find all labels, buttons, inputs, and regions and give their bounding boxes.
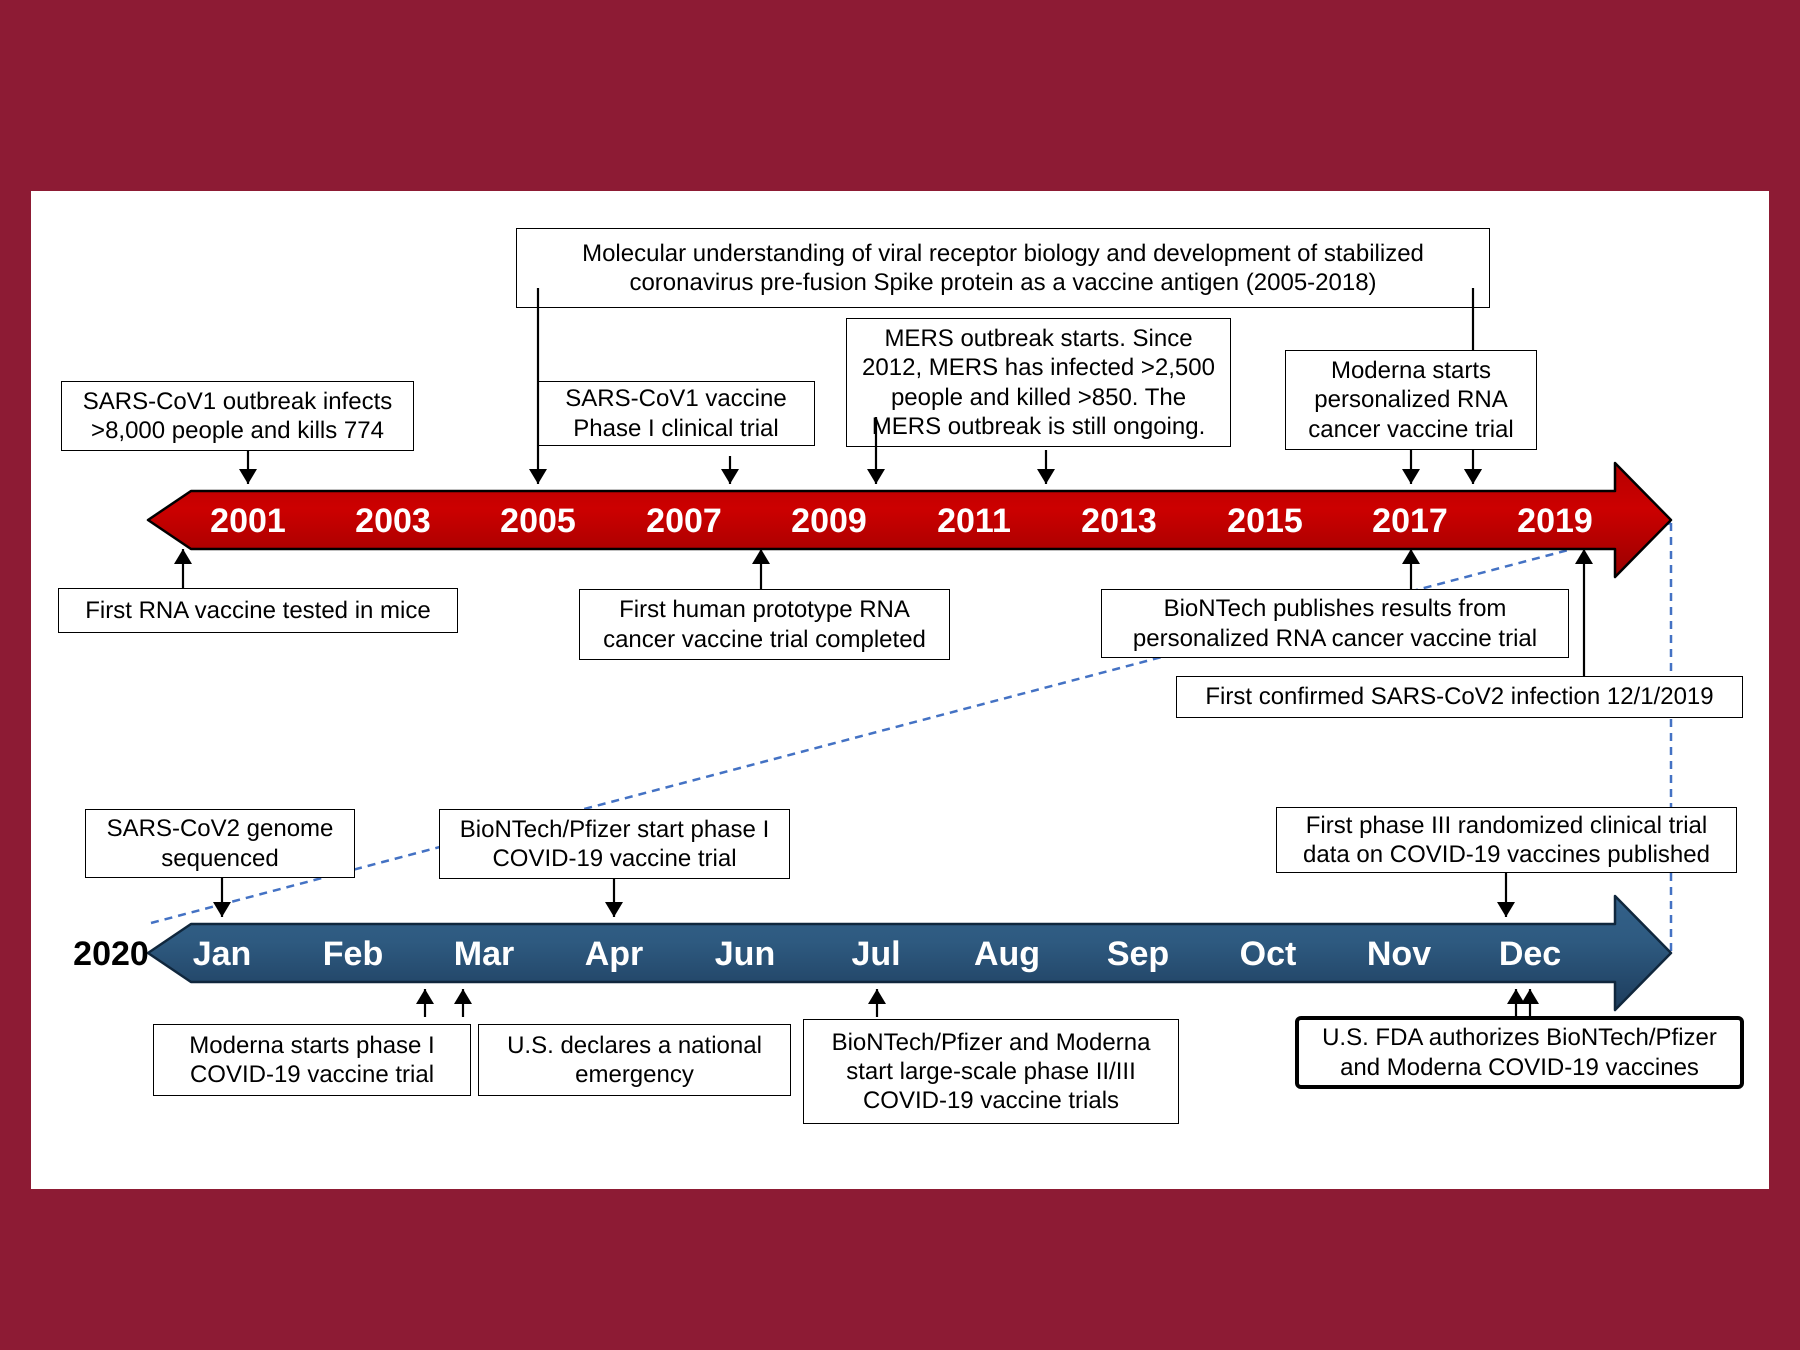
svg-text:Sep: Sep <box>1107 935 1169 973</box>
svg-text:2009: 2009 <box>791 502 867 540</box>
svg-text:Jan: Jan <box>193 935 252 973</box>
svg-text:2019: 2019 <box>1517 502 1593 540</box>
svg-text:Aug: Aug <box>974 935 1040 973</box>
svg-text:2015: 2015 <box>1227 502 1303 540</box>
svg-text:2007: 2007 <box>646 502 722 540</box>
svg-text:Nov: Nov <box>1367 935 1431 973</box>
svg-text:Oct: Oct <box>1240 935 1297 973</box>
svg-text:2017: 2017 <box>1372 502 1448 540</box>
svg-text:Feb: Feb <box>323 935 383 973</box>
svg-text:2011: 2011 <box>937 502 1011 540</box>
svg-text:2003: 2003 <box>355 502 431 540</box>
svg-text:2013: 2013 <box>1081 502 1157 540</box>
svg-text:2001: 2001 <box>210 502 286 540</box>
svg-text:2020: 2020 <box>73 935 149 973</box>
svg-text:Dec: Dec <box>1499 935 1561 973</box>
svg-text:Jul: Jul <box>851 935 900 973</box>
svg-text:2005: 2005 <box>500 502 576 540</box>
svg-text:Apr: Apr <box>585 935 644 973</box>
svg-text:Mar: Mar <box>454 935 514 973</box>
svg-text:Jun: Jun <box>715 935 775 973</box>
